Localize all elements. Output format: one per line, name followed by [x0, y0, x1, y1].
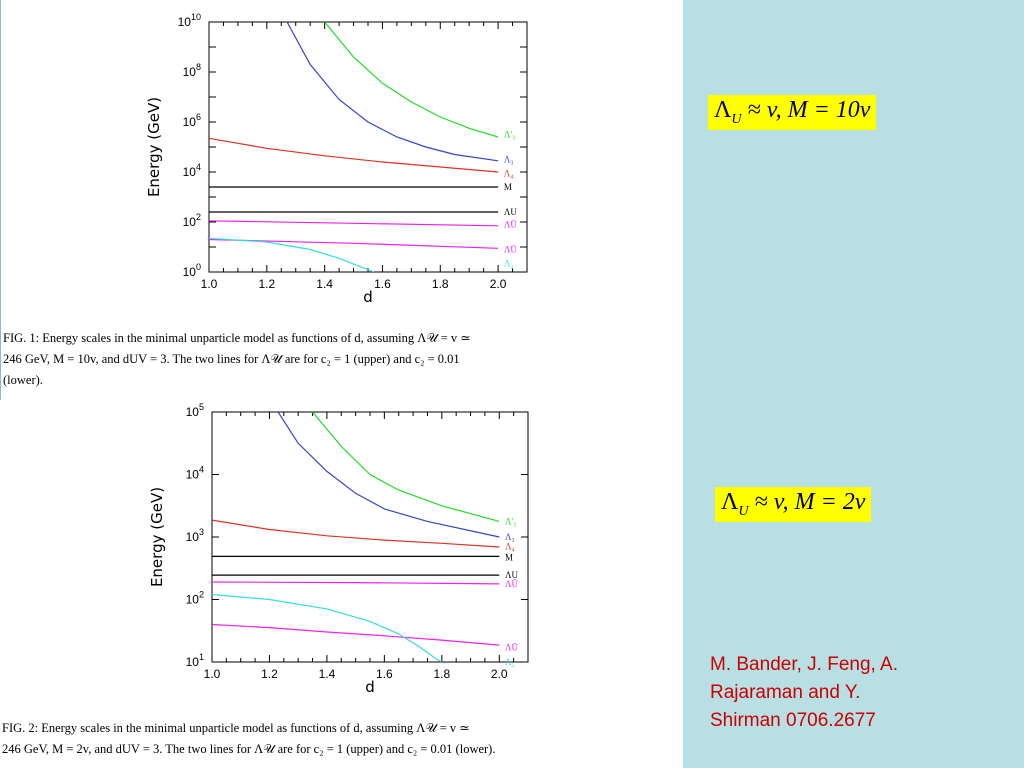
series-line — [212, 581, 500, 585]
x-tick-label: 1.2 — [258, 277, 275, 291]
y-tick-label: 101 — [186, 652, 204, 669]
x-tick-label: 1.0 — [201, 277, 218, 291]
y-tick-label: 103 — [186, 527, 204, 544]
series-line — [212, 593, 443, 662]
x-tick-label: 2.0 — [491, 667, 508, 681]
formula-top: ΛU ≈ v, M = 10v — [708, 95, 877, 130]
series-line — [209, 237, 375, 272]
x-tick-label: 1.2 — [261, 667, 278, 681]
y-tick-label: 105 — [186, 402, 204, 419]
x-axis-label: d — [365, 678, 375, 696]
series-line — [312, 412, 500, 522]
series-line — [209, 220, 499, 227]
x-tick-label: 1.8 — [433, 667, 450, 681]
x-tick-label: 1.4 — [316, 277, 333, 291]
series-label: Λ₃ — [505, 532, 515, 542]
series-line — [212, 519, 500, 548]
figure-1-chart: 1.0 1.2 1.4 1.6 1.8 2.0 100 102 104 106 108 1010 d En… — [145, 12, 528, 306]
series-label: Λ₃ — [504, 155, 514, 165]
x-axis-label: d — [363, 288, 373, 306]
formula-subscript: U — [738, 503, 749, 519]
series-line — [209, 137, 499, 173]
series-label: ΛU — [504, 207, 518, 217]
figure-1-panel: 1.0 1.2 1.4 1.6 1.8 2.0 100 102 104 106 108 1010 d En… — [0, 0, 683, 400]
formula-rest: ≈ v, M = 2v — [748, 489, 866, 515]
series-line — [212, 623, 500, 646]
formula-subscript: U — [731, 111, 742, 127]
citation-line: M. Bander, J. Feng, A. — [710, 654, 898, 675]
series-label: ΛŪ — [504, 245, 518, 255]
x-tick-label: 1.4 — [319, 667, 336, 681]
series-label: M — [504, 182, 512, 192]
plot-frame — [211, 411, 529, 663]
y-tick-label: 108 — [183, 62, 201, 79]
caption-line: (lower). — [3, 373, 43, 387]
y-tick-label: 104 — [183, 162, 201, 179]
x-tick-label: 1.6 — [376, 667, 393, 681]
series-label: Λ₂ — [505, 657, 515, 667]
y-tick-label: 1010 — [178, 12, 201, 29]
caption-line: FIG. 2: Energy scales in the minimal unp… — [2, 721, 470, 735]
series-line — [286, 22, 499, 162]
y-tick-label: 106 — [183, 112, 201, 129]
y-axis-label: Energy (GeV) — [148, 487, 166, 587]
formula-lambda: Λ — [721, 489, 739, 515]
formula-bottom: ΛU ≈ v, M = 2v — [715, 487, 872, 522]
series-label: ΛŪ — [505, 579, 519, 589]
y-tick-label: 104 — [186, 465, 204, 482]
series-label: ΛŪ — [505, 643, 519, 653]
figure-2-panel: 1.0 1.2 1.4 1.6 1.8 2.0 101 102 103 104 105 d Energy… — [0, 400, 683, 768]
citation-line: Rajaraman and Y. — [710, 682, 861, 703]
series-label: ΛU — [505, 570, 519, 580]
citation: M. Bander, J. Feng, A. Rajaraman and Y. … — [710, 651, 1000, 735]
x-tick-label: 1.8 — [432, 277, 449, 291]
figure-2-caption: FIG. 2: Energy scales in the minimal unp… — [2, 718, 678, 760]
y-tick-label: 102 — [186, 590, 204, 607]
series-label: Λ₂ — [504, 258, 514, 268]
series-label: Λ₄ — [505, 541, 515, 551]
figure-2-chart: 1.0 1.2 1.4 1.6 1.8 2.0 101 102 103 104 105 d Energy… — [148, 402, 529, 696]
series-label: M — [505, 553, 513, 563]
series-line — [209, 238, 499, 249]
series-label: Λ₄ — [504, 168, 514, 178]
series-label: ΛŪ — [504, 220, 518, 230]
series-label: Λ'₃ — [505, 516, 516, 526]
y-tick-label: 100 — [183, 262, 201, 279]
caption-line: 246 GeV, M = 10v, and dUV = 3. The two l… — [3, 352, 460, 366]
x-tick-label: 1.0 — [204, 667, 221, 681]
y-axis-label: Energy (GeV) — [145, 97, 163, 197]
x-tick-label: 1.6 — [374, 277, 391, 291]
series-line — [324, 22, 499, 138]
series-label: Λ'₃ — [504, 130, 515, 140]
y-tick-label: 102 — [183, 212, 201, 229]
caption-line: 246 GeV, M = 2v, and dUV = 3. The two li… — [2, 742, 496, 756]
caption-line: FIG. 1: Energy scales in the minimal unp… — [3, 331, 471, 345]
x-tick-label: 2.0 — [490, 277, 507, 291]
formula-lambda: Λ — [714, 97, 732, 123]
series-line — [277, 412, 500, 538]
citation-line: Shirman 0706.2677 — [710, 710, 876, 731]
figure-1-caption: FIG. 1: Energy scales in the minimal unp… — [3, 328, 679, 391]
formula-rest: ≈ v, M = 10v — [741, 97, 871, 123]
